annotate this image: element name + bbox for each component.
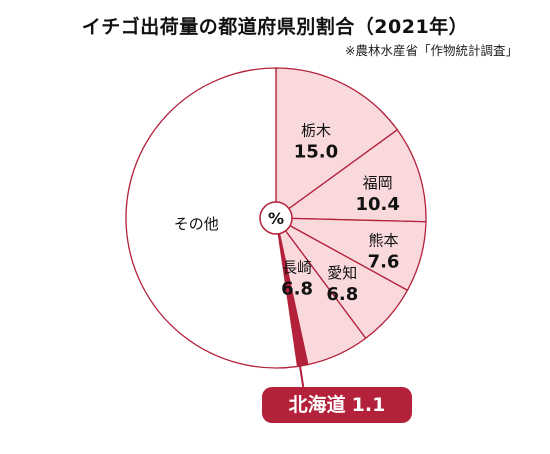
pie-slice-other [125,67,299,369]
slice-label-nagasaki: 長崎 [282,258,312,276]
slice-value-nagasaki: 6.8 [281,278,313,299]
center-circle [259,201,293,235]
slice-label-other: その他 [174,215,219,233]
pie-slice-fukuoka [274,128,427,223]
hokkaido-value: 1.1 [351,394,386,416]
source-note: ※農林水産省「作物統計調査」 [345,43,518,58]
hokkaido-label: 北海道 [288,394,346,416]
slice-label-kumamoto: 熊本 [369,231,399,249]
slice-value-tochigi: 15.0 [294,142,338,163]
slice-label-fukuoka: 福岡 [363,174,393,192]
center-label: % [268,209,284,228]
hokkaido-callout: 北海道 1.1 [262,387,412,423]
pie-slice-tochigi [275,67,399,220]
slice-label-tochigi: 栃木 [301,122,331,140]
slice-label-aichi: 愛知 [327,264,357,282]
slice-value-fukuoka: 10.4 [355,194,399,215]
chart-title: イチゴ出荷量の都道府県別割合（2021年） [81,16,469,38]
slice-value-aichi: 6.8 [326,284,358,305]
slice-value-kumamoto: 7.6 [368,251,400,272]
